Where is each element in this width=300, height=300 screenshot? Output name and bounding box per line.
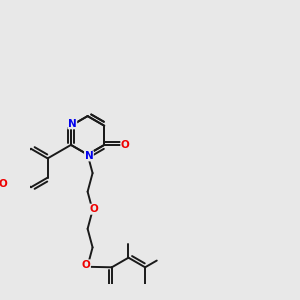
Text: O: O <box>0 179 7 189</box>
Text: O: O <box>121 140 130 150</box>
Text: O: O <box>82 260 90 270</box>
Text: O: O <box>90 204 99 214</box>
Text: N: N <box>85 151 93 161</box>
Text: N: N <box>68 119 77 129</box>
